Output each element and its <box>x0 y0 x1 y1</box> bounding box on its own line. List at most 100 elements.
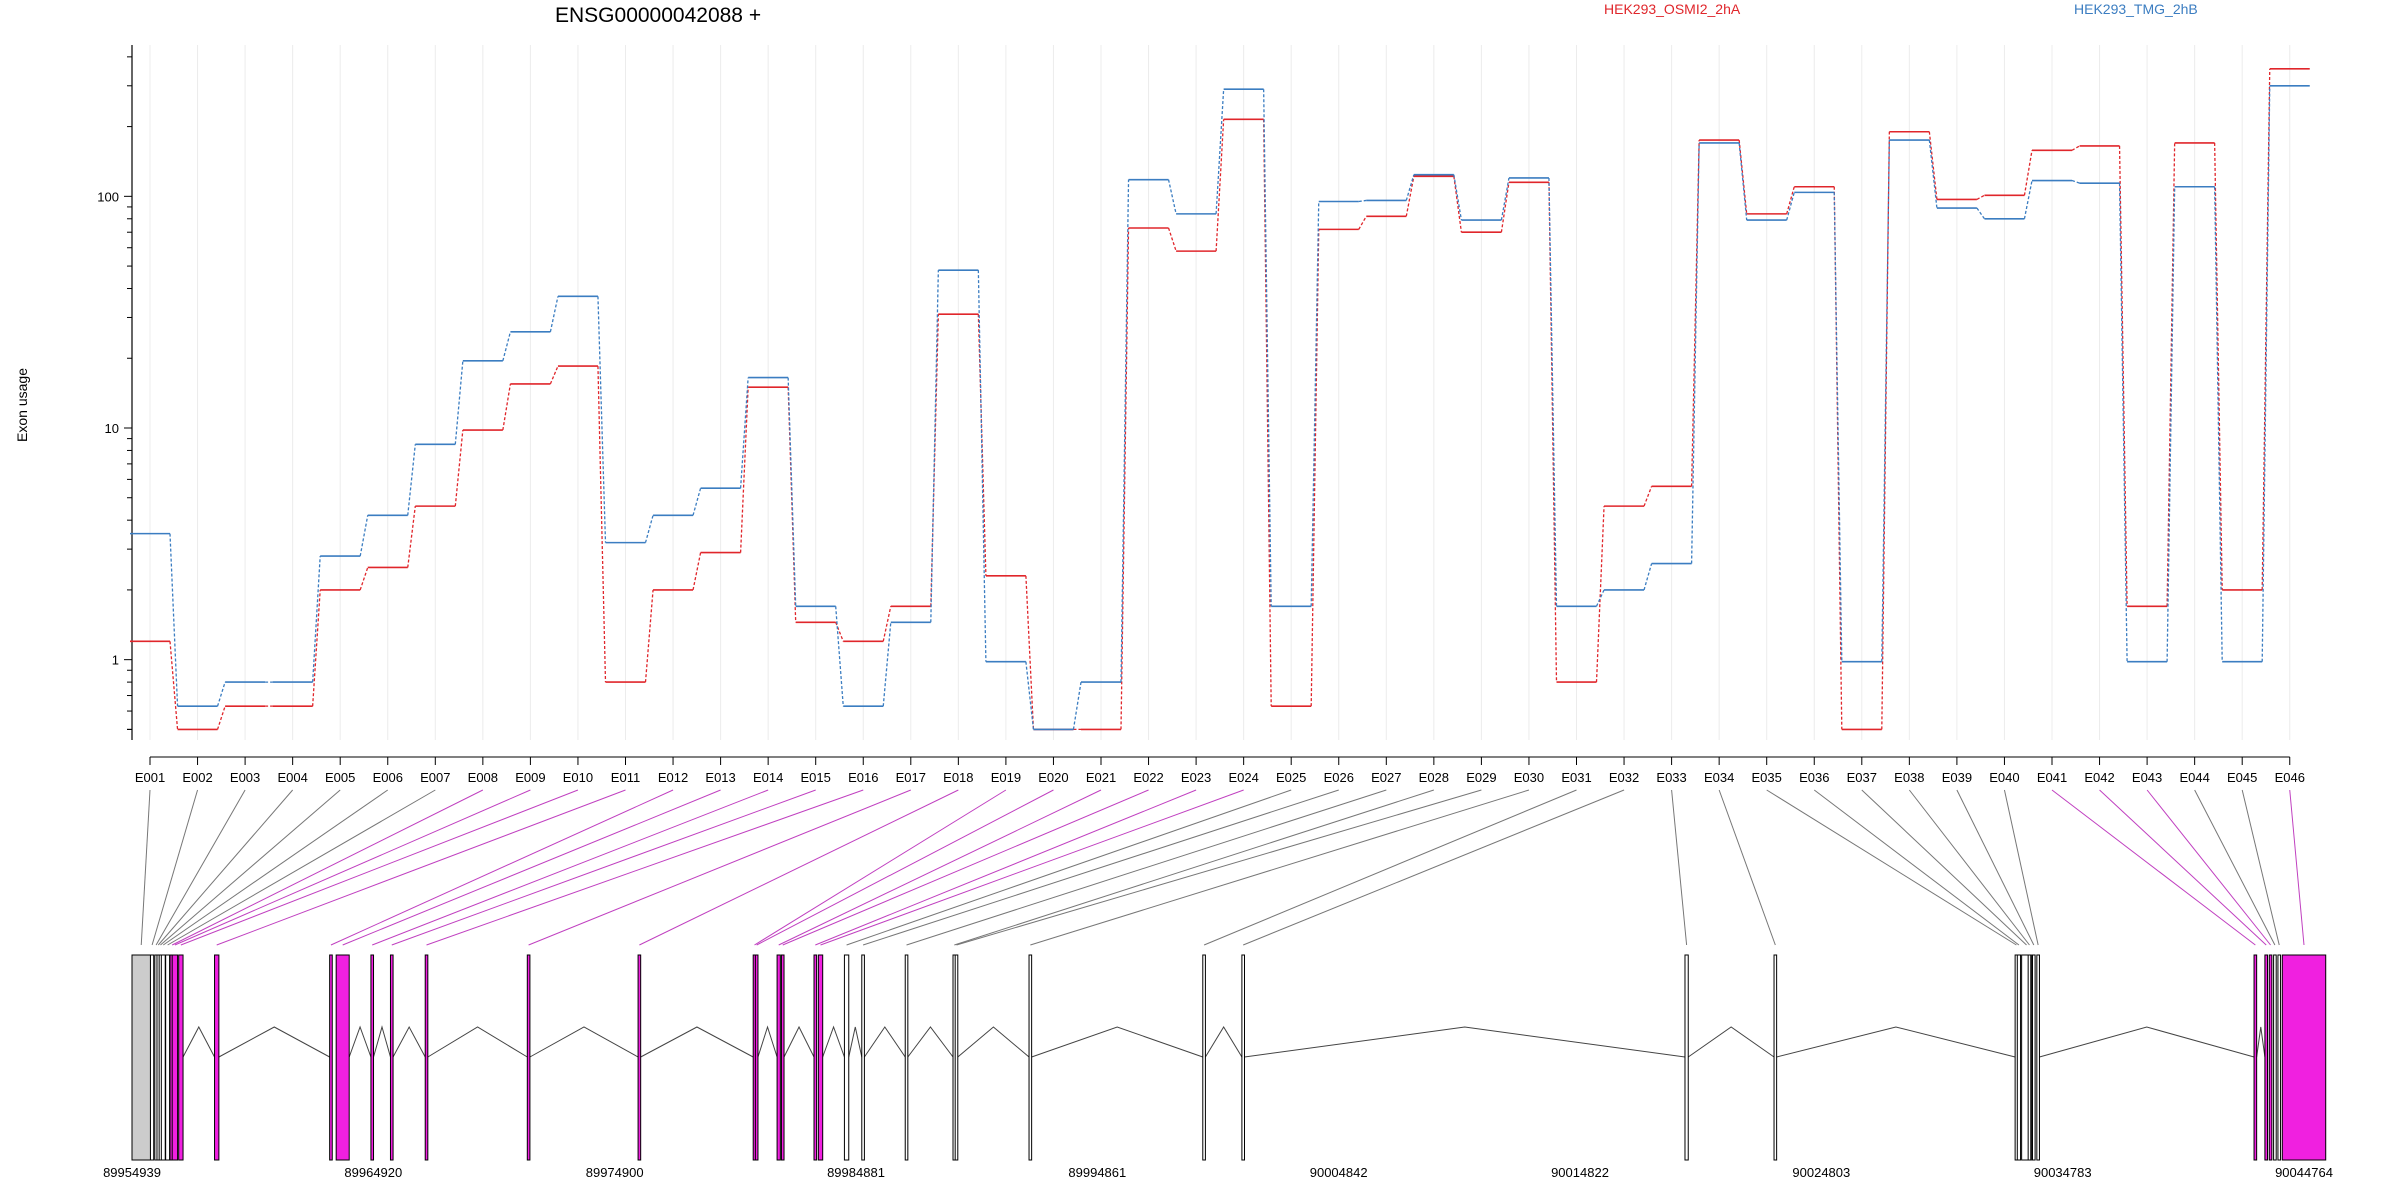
exon-box-e036 <box>2016 954 2022 1161</box>
exon-connector-e003 <box>155 789 246 946</box>
exon-box-e029 <box>954 954 959 1161</box>
exon-label-e043: E043 <box>2132 770 2162 785</box>
series-connector <box>359 515 369 557</box>
exon-label-e009: E009 <box>515 770 545 785</box>
exon-connector-e025 <box>846 789 1292 946</box>
exon-label-e011: E011 <box>611 770 640 785</box>
exon-connector-e009 <box>174 789 531 946</box>
exon-connector-e042 <box>2099 789 2267 946</box>
intron-line <box>392 1025 426 1058</box>
exon-box-e025 <box>843 954 850 1161</box>
series-connector <box>1072 682 1082 730</box>
exon-connector-e029 <box>956 789 1482 946</box>
exon-label-e005: E005 <box>325 770 355 785</box>
intron-line <box>1776 1026 2016 1058</box>
intron-line <box>757 1025 778 1058</box>
series-connector <box>407 506 416 568</box>
intron-line <box>863 1026 906 1058</box>
series-connector <box>2213 142 2223 590</box>
gene-model: 89954939 89964920 89974900 89984881 89994861… <box>103 954 2333 1180</box>
intron-line <box>783 1025 815 1058</box>
exon-box-e021 <box>776 954 781 1161</box>
exon-label-e017: E017 <box>896 770 926 785</box>
x-axis: E001 E002 E003 E004 E005 E006 E007 E008 E009 E010… <box>135 756 2305 785</box>
series-connector <box>1928 131 1938 200</box>
intron-line <box>1204 1026 1243 1058</box>
exon-box-e001 <box>131 954 151 1161</box>
y-axis-label: Exon usage <box>14 368 30 442</box>
series-connector <box>1405 176 1415 217</box>
exon-box-e023 <box>813 954 818 1161</box>
exon-label-e022: E022 <box>1133 770 1163 785</box>
series-connector <box>1928 139 1938 209</box>
coord-label: 90044764 <box>2275 1165 2333 1180</box>
intron-line <box>640 1026 754 1058</box>
series-connector <box>644 515 654 543</box>
coord-label: 89974900 <box>586 1165 644 1180</box>
series-connector <box>1548 177 1558 607</box>
series-connector <box>882 606 892 642</box>
coord-label: 89994861 <box>1068 1165 1126 1180</box>
exon-box-e024 <box>817 954 824 1161</box>
exon-label-e026: E026 <box>1324 770 1354 785</box>
legend-entry-osmi2: HEK293_OSMI2_2hA <box>1604 1 1741 17</box>
exon-connector-e045 <box>2241 789 2280 946</box>
exon-box-e020 <box>754 954 759 1161</box>
exon-label-e044: E044 <box>2179 770 2209 785</box>
series-connector <box>2071 179 2080 184</box>
series-connector <box>1025 575 1035 730</box>
series-connector <box>2261 85 2271 662</box>
series-connector <box>454 360 464 445</box>
exon-label-e007: E007 <box>420 770 450 785</box>
series-connector <box>169 533 179 707</box>
intron-line <box>182 1025 215 1058</box>
exon-box-e022 <box>780 954 785 1161</box>
series-connector <box>1120 179 1130 683</box>
exon-label-e016: E016 <box>848 770 878 785</box>
exon-label-e028: E028 <box>1419 770 1449 785</box>
series-connector <box>1548 182 1558 683</box>
exon-connector-e011 <box>216 789 626 946</box>
exon-connector-e043 <box>2146 789 2271 946</box>
intron-line <box>822 1025 845 1058</box>
series-connector <box>1881 140 1890 662</box>
y-tick-label: 100 <box>97 189 119 204</box>
intron-line <box>373 1025 391 1058</box>
intron-line <box>848 1026 863 1058</box>
coord-label: 90004842 <box>1310 1165 1368 1180</box>
exon-box-e032 <box>1241 954 1245 1161</box>
series-connector <box>1405 174 1415 201</box>
series-connector <box>1976 207 1985 220</box>
exon-label-e032: E032 <box>1609 770 1639 785</box>
exon-connector-e016 <box>426 789 864 946</box>
series-connector <box>787 377 797 607</box>
series-connector <box>1595 589 1605 607</box>
exon-box-e040 <box>2036 954 2040 1161</box>
exon-box-e013 <box>335 954 350 1161</box>
coord-label: 89964920 <box>344 1165 402 1180</box>
coord-label: 89954939 <box>103 1165 161 1180</box>
series-connector <box>1500 177 1510 221</box>
series-connector <box>454 429 464 507</box>
exon-box-e043 <box>2268 954 2273 1161</box>
exon-box-e046 <box>2281 954 2327 1161</box>
series-connector <box>216 681 226 707</box>
series-connector <box>597 296 607 543</box>
exon-connector-e038 <box>1908 789 2030 946</box>
series-connector <box>407 444 416 516</box>
exon-box-e014 <box>370 954 375 1161</box>
exon-label-e041: E041 <box>2037 770 2067 785</box>
series-connector <box>1263 89 1272 607</box>
series-connector <box>1453 176 1463 233</box>
series-connector <box>739 377 749 489</box>
intron-line <box>2256 1026 2266 1058</box>
series-connector <box>2213 186 2223 662</box>
exon-label-e003: E003 <box>230 770 260 785</box>
exon-label-e027: E027 <box>1371 770 1401 785</box>
exon-box-e011 <box>214 954 220 1161</box>
exon-label-e004: E004 <box>277 770 307 785</box>
series-connector <box>312 556 321 683</box>
exon-connector-e015 <box>391 789 816 946</box>
exon-box-e018 <box>637 954 642 1161</box>
exon-connector-e021 <box>778 789 1102 946</box>
